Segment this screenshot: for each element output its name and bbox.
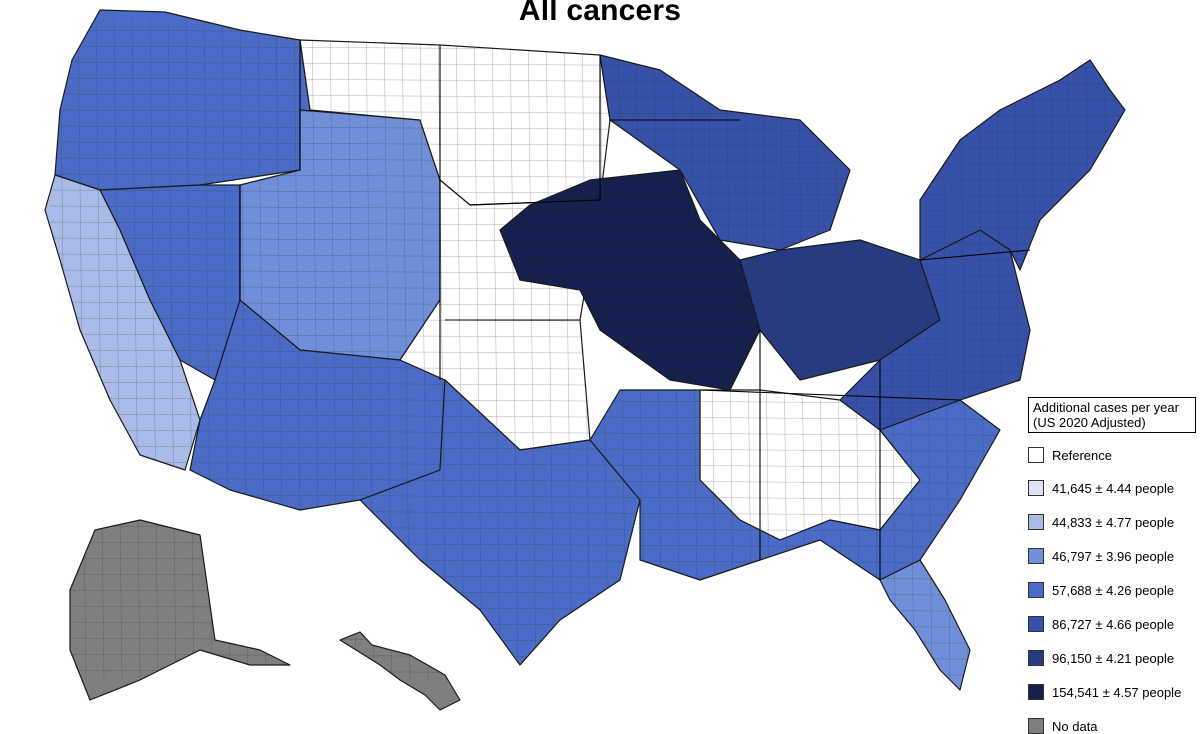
legend-swatch	[1028, 480, 1044, 496]
legend-swatch	[1028, 684, 1044, 700]
county-grid-line	[563, 19, 573, 681]
county-grid-line	[49, 173, 1121, 181]
region-new-england	[919, 59, 1126, 271]
county-grid-line	[49, 205, 1121, 213]
legend-swatch	[1028, 447, 1044, 463]
state-boundary	[469, 199, 601, 206]
legend-item: 44,833 ± 4.77 people	[1028, 514, 1174, 530]
legend-swatch	[1028, 616, 1044, 632]
legend-label: 154,541 ± 4.57 people	[1052, 684, 1182, 700]
county-grid-line	[437, 19, 447, 681]
legend-swatch	[1028, 582, 1044, 598]
county-grid-line	[149, 19, 159, 681]
region-hawaii	[339, 631, 461, 711]
legend-swatch	[1028, 548, 1044, 564]
county-grid-line	[509, 19, 519, 681]
legend-label: 44,833 ± 4.77 people	[1052, 514, 1175, 530]
region-pacific-northwest	[54, 9, 311, 191]
legend-label: 86,727 ± 4.66 people	[1052, 616, 1175, 632]
legend-item: Reference	[1028, 447, 1112, 463]
legend-label: 41,645 ± 4.44 people	[1052, 480, 1175, 496]
legend: Additional cases per year (US 2020 Adjus…	[1028, 397, 1200, 734]
legend-label: 96,150 ± 4.21 people	[1052, 650, 1175, 666]
legend-item: 46,797 ± 3.96 people	[1028, 548, 1174, 564]
county-grid-line	[49, 221, 1121, 229]
county-grid-line	[49, 445, 1121, 453]
legend-title: Additional cases per year (US 2020 Adjus…	[1028, 397, 1196, 433]
county-grid-line	[49, 381, 1121, 389]
county-grid-line	[95, 19, 105, 681]
county-grid-line	[455, 19, 465, 681]
legend-item: 57,688 ± 4.26 people	[1028, 582, 1174, 598]
county-grid-line	[49, 461, 1121, 469]
legend-label: 46,797 ± 3.96 people	[1052, 548, 1175, 564]
legend-label: 57,688 ± 4.26 people	[1052, 582, 1175, 598]
county-grid-line	[49, 285, 1121, 293]
map-title: All cancers	[518, 0, 682, 27]
county-grid-line	[49, 413, 1121, 421]
legend-swatch	[1028, 650, 1044, 666]
legend-label: Reference	[1052, 447, 1112, 463]
county-grid-line	[689, 19, 699, 681]
county-grid-line	[185, 19, 195, 681]
legend-item: 154,541 ± 4.57 people	[1028, 684, 1181, 700]
county-grid-line	[49, 237, 1121, 245]
county-grid-line	[113, 19, 123, 681]
county-grid-line	[49, 189, 1121, 197]
region-great-lakes	[599, 54, 851, 251]
legend-label: No data	[1052, 718, 1098, 734]
legend-item: 41,645 ± 4.44 people	[1028, 480, 1174, 496]
county-grid-line	[167, 19, 177, 681]
county-grid-line	[527, 19, 537, 681]
county-grid-line	[49, 269, 1121, 277]
county-grid-line	[671, 19, 681, 681]
legend-swatch	[1028, 514, 1044, 530]
state-boundary	[699, 389, 961, 401]
region-southeast	[589, 389, 1001, 581]
county-grid-line	[49, 397, 1121, 405]
county-grid-line	[49, 429, 1121, 437]
county-grid-line	[49, 253, 1121, 261]
county-grid-line	[131, 19, 141, 681]
county-grid-line	[545, 19, 555, 681]
county-grid-line	[491, 19, 501, 681]
state-boundary	[919, 249, 1031, 261]
region-florida	[879, 559, 971, 691]
legend-item: 96,150 ± 4.21 people	[1028, 650, 1174, 666]
county-grid-line	[49, 477, 1121, 485]
legend-title-line1: Additional cases per year	[1033, 400, 1179, 415]
legend-item: 86,727 ± 4.66 people	[1028, 616, 1174, 632]
legend-swatch	[1028, 718, 1044, 734]
legend-item: No data	[1028, 718, 1098, 734]
county-grid-line	[707, 19, 717, 681]
county-grid-line	[473, 19, 483, 681]
legend-title-line2: (US 2020 Adjusted)	[1033, 415, 1146, 430]
